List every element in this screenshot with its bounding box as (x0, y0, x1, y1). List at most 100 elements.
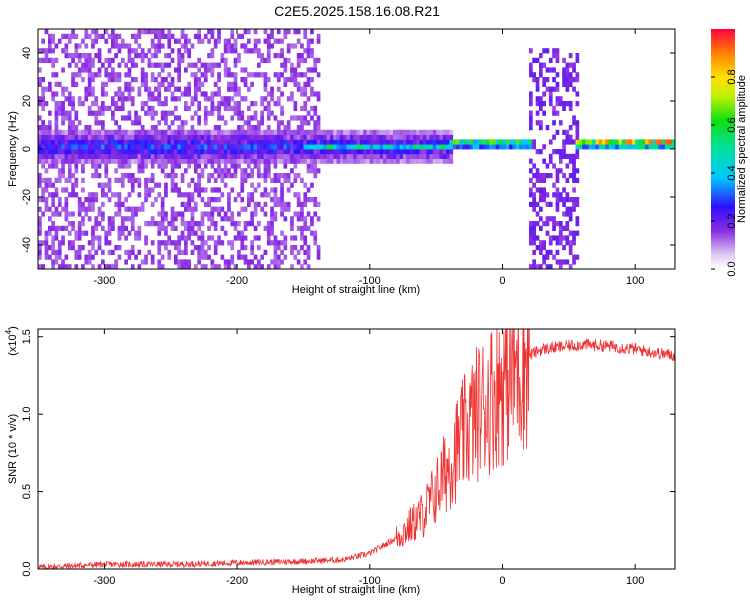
spectrogram-cell (210, 158, 215, 164)
spectrogram-cell (283, 134, 288, 140)
spectrogram-cell (197, 129, 201, 135)
spectrogram-cell (84, 67, 89, 73)
spectrogram-cell (137, 230, 142, 236)
spectrogram-cell (137, 134, 142, 140)
spectrogram-cell (233, 163, 238, 169)
spectrogram-cell (147, 149, 152, 155)
spectrogram-cell (87, 62, 92, 68)
spectrogram-cell (266, 240, 271, 246)
spectrogram-cell (41, 120, 45, 126)
spectrogram-cell (230, 245, 235, 251)
spectrogram-cell (263, 86, 268, 92)
spectrogram-cell (124, 153, 128, 159)
spectrogram-cell (200, 197, 205, 203)
spectrogram-cell (280, 91, 284, 97)
spectrogram-cell (240, 115, 245, 121)
spectrogram-cell (552, 48, 556, 54)
spectrogram-cell (273, 101, 278, 107)
spectrogram-cell (107, 33, 112, 39)
spectrogram-cell (247, 173, 251, 179)
spectrogram-cell (140, 57, 145, 63)
spectrogram-cell (303, 221, 308, 227)
spectrogram-cell (190, 139, 195, 145)
spectrogram-cell (134, 134, 138, 140)
spectrogram-cell (237, 134, 241, 140)
spectrogram-cell (220, 53, 225, 59)
spectrogram-cell (167, 134, 172, 140)
spectrogram-cell (250, 48, 254, 54)
spectrogram-cell (240, 110, 245, 116)
spectrogram-cell (233, 197, 238, 203)
spectrogram-cell (94, 163, 99, 169)
spectrogram-cell (94, 110, 99, 116)
spectrogram-cell (545, 125, 550, 131)
spectrogram-cell (266, 168, 271, 174)
spectrogram-cell (144, 235, 148, 241)
spectrogram-cell (144, 110, 148, 116)
spectrogram-cell (44, 230, 49, 236)
spectrogram-cell (532, 206, 536, 212)
spectrogram-cell (144, 29, 148, 35)
spectrogram-cell (147, 48, 152, 54)
spectrogram-cell (84, 62, 89, 68)
spectrogram-cell (177, 57, 181, 63)
spectrogram-cell (61, 139, 65, 145)
spectrogram-cell (94, 134, 99, 140)
spectrogram-cell (101, 81, 105, 87)
spectrogram-cell (114, 177, 118, 183)
spectrogram-cell (127, 72, 132, 78)
spectrogram-cell (565, 259, 570, 265)
spectrogram-cell (293, 67, 298, 73)
spectrogram-cell (293, 105, 298, 111)
spectrogram-cell (200, 144, 205, 150)
spectrogram-cell (276, 134, 281, 140)
spectrogram-cell (41, 129, 45, 135)
spectrogram-cell (137, 91, 142, 97)
spectrogram-cell (605, 139, 609, 145)
spectrogram-cell (71, 240, 75, 246)
spectrogram-cell (180, 192, 185, 198)
spectrogram-cell (184, 221, 188, 227)
spectrogram-cell (84, 254, 89, 260)
spectrogram-cell (313, 120, 318, 126)
spectrogram-cell (223, 48, 228, 54)
spectrogram-cell (44, 235, 49, 241)
spectrogram-cell (130, 129, 135, 135)
spectrogram-cell (558, 264, 563, 269)
spectrogram-cell (174, 86, 178, 92)
colorbar-tick-label: 0.0 (726, 261, 738, 276)
spectrogram-cell (542, 173, 546, 179)
spectrogram-cell (276, 129, 281, 135)
spectrogram-cell (71, 149, 75, 155)
spectrogram-y-axis-title: Frequency (Hz) (7, 111, 19, 187)
spectrogram-cell (91, 101, 95, 107)
spectrogram-cell (184, 168, 188, 174)
spectrogram-cell (286, 177, 291, 183)
spectrogram-cell (290, 168, 294, 174)
spectrogram-cell (81, 53, 85, 59)
spectrogram-cell (94, 120, 99, 126)
spectrogram-cell (134, 211, 138, 217)
spectrogram-cell (61, 264, 65, 269)
spectrogram-cell (114, 43, 118, 49)
spectrogram-cell (552, 120, 556, 126)
spectrogram-cell (81, 264, 85, 269)
spectrogram-cell (290, 158, 294, 164)
spectrogram-cell (555, 235, 560, 241)
y-tick-label: 20 (21, 95, 33, 107)
spectrogram-cell (353, 149, 357, 155)
spectrogram-cell (220, 173, 225, 179)
spectrogram-cell (38, 225, 42, 231)
spectrogram-cell (157, 221, 162, 227)
spectrogram-cell (280, 53, 284, 59)
spectrogram-cell (167, 149, 172, 155)
spectrogram-cell (38, 101, 42, 107)
spectrogram-cell (572, 168, 576, 174)
spectrogram-cell (51, 72, 55, 78)
spectrogram-cell (313, 153, 318, 159)
spectrogram-cell (147, 192, 152, 198)
spectrogram-cell (124, 62, 128, 68)
spectrogram-cell (359, 149, 364, 155)
spectrogram-cell (107, 158, 112, 164)
spectrogram-cell (144, 240, 148, 246)
